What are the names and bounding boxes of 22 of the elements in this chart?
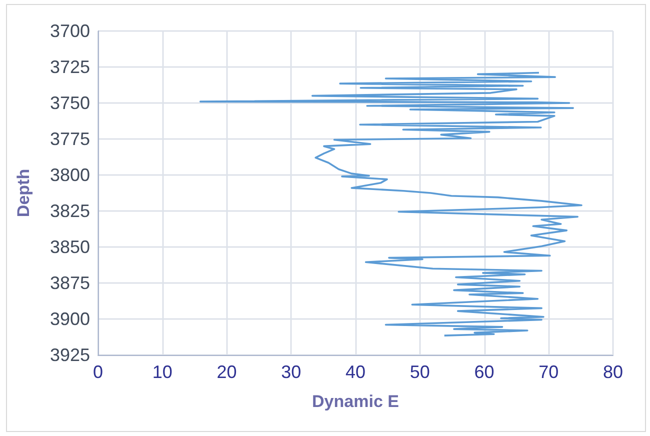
y-tick-label: 3825: [50, 201, 90, 221]
x-tick-label: 10: [152, 362, 172, 382]
x-tick-label: 50: [410, 362, 430, 382]
y-tick-label: 3700: [50, 21, 90, 41]
x-tick-label: 60: [474, 362, 494, 382]
x-tick-label: 70: [538, 362, 559, 382]
x-tick-label: 0: [92, 362, 104, 382]
y-tick-label: 3800: [50, 165, 90, 185]
line-series: [199, 72, 582, 336]
y-tick-label: 3750: [50, 93, 90, 113]
x-tick-label: 30: [281, 362, 302, 382]
y-tick-label: 3725: [50, 57, 90, 77]
y-tick-label: 3775: [50, 129, 90, 149]
y-tick-label: 3875: [50, 273, 90, 293]
y-tick-label: 3900: [50, 309, 90, 329]
x-tick-label: 20: [216, 362, 237, 382]
y-tick-label: 3850: [50, 237, 90, 257]
x-tick-label: 40: [345, 362, 366, 382]
x-tick-label: 80: [602, 362, 624, 382]
y-axis-title: Depth: [14, 168, 33, 218]
x-axis-title: Dynamic E: [312, 392, 399, 411]
y-tick-label: 3925: [50, 345, 90, 365]
